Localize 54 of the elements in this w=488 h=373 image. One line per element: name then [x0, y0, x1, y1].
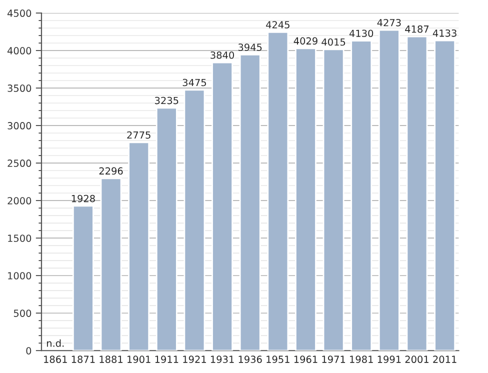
x-tick-label: 1911 — [155, 356, 178, 364]
x-tick-label: 2011 — [433, 356, 456, 364]
data-label: 4273 — [377, 18, 401, 26]
text: n.d. — [47, 339, 64, 347]
x-tick-label: 1951 — [266, 356, 290, 364]
y-tick-label: 0 — [26, 347, 32, 354]
bar — [156, 107, 178, 351]
x-tick-label: 1931 — [210, 356, 234, 364]
y-tick-label: 2000 — [8, 197, 32, 204]
bar — [322, 48, 344, 351]
x-tick-label: 2001 — [405, 356, 428, 364]
y-tick-label: 3500 — [8, 84, 32, 92]
data-label: 3235 — [155, 96, 178, 104]
bar — [434, 40, 456, 351]
x-tick-label: 1871 — [72, 356, 95, 364]
data-label: 4245 — [266, 21, 290, 28]
y-tick-label: 1000 — [8, 272, 32, 280]
data-label: 4015 — [322, 38, 346, 46]
bar — [212, 62, 233, 351]
y-tick-label: 2500 — [8, 160, 32, 167]
data-label: 4133 — [432, 29, 456, 37]
data-label: 2296 — [99, 167, 123, 175]
x-tick-label: 1936 — [238, 356, 262, 364]
data-label: 2775 — [127, 131, 150, 139]
data-label: 1928 — [72, 194, 95, 202]
bar — [72, 205, 94, 351]
bar — [184, 89, 206, 351]
bar — [267, 31, 289, 351]
x-tick-label: 1981 — [350, 356, 373, 364]
x-tick-label: 1991 — [378, 356, 401, 364]
y-tick-label: 500 — [14, 310, 32, 317]
y-tick-label: 3000 — [8, 122, 32, 130]
bar — [295, 48, 316, 351]
x-tick-label: 1971 — [322, 356, 346, 364]
y-tick-label: 4000 — [7, 47, 32, 54]
bar — [378, 29, 400, 351]
bar — [239, 54, 261, 351]
bar — [350, 40, 372, 351]
x-tick-label: 1881 — [100, 356, 122, 364]
y-tick-label: 1500 — [8, 234, 32, 242]
bar — [128, 142, 150, 351]
x-tick-label: 1961 — [294, 356, 318, 364]
x-tick-label: 1901 — [128, 356, 150, 364]
data-label: 3840 — [210, 51, 234, 59]
data-label: 4130 — [349, 30, 374, 38]
y-tick-label: 4500 — [7, 10, 32, 17]
data-label: 3945 — [238, 44, 262, 51]
bar — [406, 36, 428, 351]
x-tick-label: 1921 — [183, 356, 206, 364]
x-tick-label: 1861 — [44, 356, 67, 364]
bar — [100, 178, 122, 351]
data-label: 4029 — [294, 37, 318, 45]
data-label: 3475 — [182, 78, 206, 86]
data-label: 4187 — [405, 25, 429, 33]
